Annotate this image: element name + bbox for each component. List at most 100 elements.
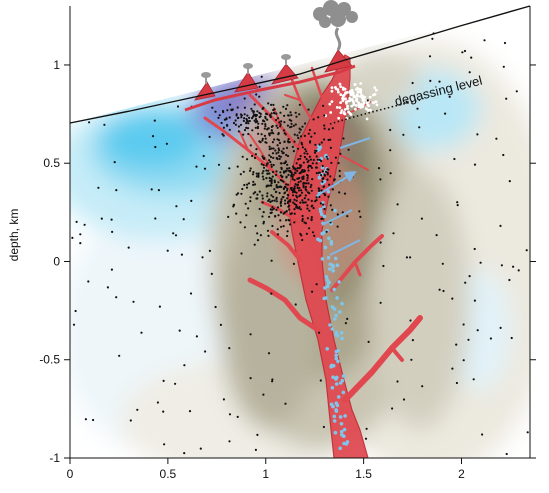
earthquake-dot [283, 140, 286, 143]
gas-bubble [329, 402, 334, 407]
earthquake-dot [338, 175, 341, 178]
earthquake-dot [294, 171, 297, 175]
earthquake-dot [310, 135, 313, 138]
earthquake-dot [270, 129, 273, 132]
earthquake-dot [276, 206, 280, 209]
gas-bubble [369, 108, 372, 112]
earthquake-dot [79, 242, 82, 245]
earthquake-dot [162, 410, 165, 413]
earthquake-dot [251, 117, 254, 120]
gas-bubble [322, 296, 327, 301]
earthquake-dot [290, 171, 293, 175]
earthquake-dot [308, 209, 311, 212]
earthquake-dot [508, 278, 511, 282]
earthquake-dot [342, 137, 345, 140]
earthquake-dot [242, 119, 245, 122]
earthquake-dot [266, 172, 269, 175]
earthquake-dot [278, 141, 282, 145]
earthquake-dot [481, 433, 484, 436]
earthquake-dot [271, 170, 275, 174]
earthquake-dot [279, 111, 282, 114]
earthquake-dot [294, 167, 297, 170]
earthquake-dot [367, 340, 370, 343]
earthquake-dot [316, 158, 319, 161]
earthquake-dot [295, 205, 299, 208]
earthquake-dot [282, 151, 285, 155]
gas-bubble [336, 395, 341, 399]
earthquake-dot [261, 201, 264, 204]
earthquake-dot [315, 196, 318, 199]
gas-bubble [333, 208, 337, 213]
earthquake-dot [237, 116, 240, 119]
earthquake-dot [321, 164, 324, 168]
earthquake-dot [293, 190, 296, 193]
x-tick-label: 0.5 [160, 467, 177, 481]
earthquake-dot [257, 172, 260, 175]
earthquake-dot [276, 126, 279, 129]
earthquake-dot [281, 175, 284, 178]
earthquake-dot [266, 195, 269, 198]
earthquake-dot [263, 120, 266, 123]
earthquake-dot [245, 214, 248, 217]
earthquake-dot [254, 224, 257, 228]
earthquake-dot [284, 402, 287, 405]
gas-bubble [354, 104, 358, 107]
earthquake-dot [308, 192, 311, 195]
gas-bubble [331, 265, 335, 269]
earthquake-dot [282, 129, 286, 132]
gas-bubble [341, 97, 344, 100]
earthquake-dot [157, 189, 160, 192]
earthquake-dot [210, 272, 213, 275]
earthquake-dot [267, 199, 270, 202]
earthquake-dot [339, 152, 342, 155]
earthquake-dot [246, 114, 249, 117]
earthquake-dot [204, 350, 207, 353]
earthquake-dot [502, 65, 505, 68]
earthquake-dot [271, 206, 274, 209]
gas-bubble [340, 336, 344, 341]
gas-bubble [331, 375, 335, 380]
earthquake-dot [288, 204, 291, 207]
earthquake-dot [296, 167, 299, 170]
earthquake-dot [293, 208, 296, 211]
earthquake-dot [313, 151, 317, 154]
earthquake-dot [329, 175, 332, 178]
earthquake-dot [275, 118, 278, 122]
earthquake-dot [318, 187, 321, 190]
earthquake-dot [232, 203, 236, 206]
earthquake-dot [293, 133, 296, 136]
earthquake-dot [428, 55, 432, 58]
earthquake-dot [300, 141, 303, 144]
earthquake-dot [87, 280, 90, 283]
gas-bubble [330, 100, 334, 103]
earthquake-dot [305, 182, 308, 185]
earthquake-dot [274, 149, 277, 152]
gas-flow-arrows [317, 137, 371, 256]
earthquake-dot [176, 105, 180, 108]
earthquake-dot [260, 163, 263, 166]
earthquake-dot [100, 217, 103, 220]
earthquake-dot [326, 173, 329, 176]
earthquake-dot [391, 407, 394, 410]
earthquake-dot [217, 163, 221, 166]
earthquake-dot [273, 199, 276, 202]
earthquake-dot [308, 227, 311, 230]
earthquake-dot [293, 198, 296, 201]
earthquake-dot [277, 132, 280, 135]
degassing-level-line [329, 99, 421, 125]
earthquake-dot [246, 127, 250, 130]
gas-bubble [344, 91, 348, 94]
earthquake-dot [314, 143, 317, 146]
earthquake-dot [273, 188, 276, 191]
earthquake-dot [290, 119, 293, 122]
earthquake-dot [284, 199, 287, 202]
earthquake-dot [346, 215, 349, 218]
earthquake-dot [244, 202, 247, 205]
earthquake-dot [190, 199, 193, 202]
earthquake-dot [416, 107, 419, 110]
earthquake-dot [297, 147, 300, 150]
earthquake-dot [276, 233, 280, 236]
earthquake-dot [279, 204, 283, 207]
earthquake-dot [303, 170, 306, 173]
earthquake-dot [284, 107, 288, 110]
